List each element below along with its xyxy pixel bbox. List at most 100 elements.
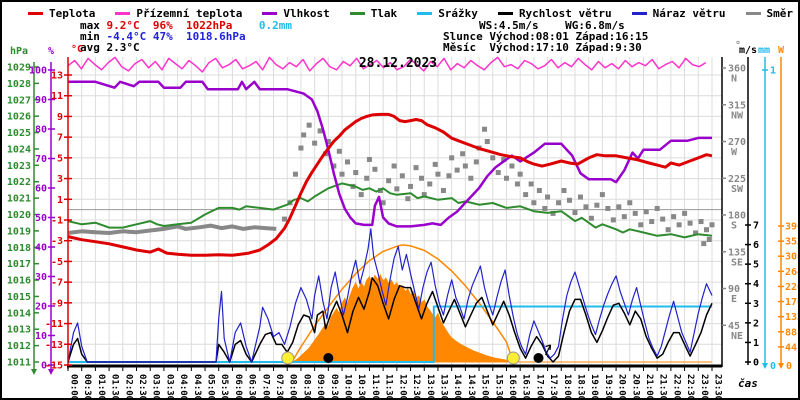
sun-moon-markers [281, 344, 552, 365]
svg-text:03:30: 03:30 [164, 374, 174, 398]
svg-text:02:30: 02:30 [137, 374, 147, 398]
time-tick-label: 00:00 [69, 374, 79, 398]
legend-item-6: Náraz větru [631, 7, 726, 20]
time-tick-label: 01:30 [110, 374, 120, 398]
stats-min-label: min [80, 30, 100, 43]
time-tick-label: 07:30 [274, 374, 284, 398]
time-tick-label: 11:00 [370, 374, 380, 398]
svg-text:0: 0 [41, 361, 47, 372]
svg-text:1029: 1029 [7, 63, 31, 74]
svg-text:352: 352 [785, 237, 798, 248]
axis-humidity: 0 10 20 30 40 50 60 70 80 90 100% [29, 46, 55, 375]
legend-item-4: Srážky [417, 7, 478, 20]
svg-text:14:00: 14:00 [452, 374, 462, 398]
date-title: 28.12.2023 [359, 56, 437, 71]
moonrise-arrow-icon [544, 344, 552, 356]
svg-text:-11: -11 [45, 319, 63, 330]
svg-text:08:30: 08:30 [301, 374, 311, 398]
svg-text:N: N [731, 74, 737, 85]
time-tick-label: 10:30 [356, 374, 366, 398]
sun-icon [281, 351, 295, 365]
moon-icon [323, 353, 334, 363]
legend-label: Tlak [370, 7, 398, 20]
svg-text:220: 220 [785, 282, 798, 293]
svg-text:05:00: 05:00 [206, 374, 216, 398]
time-axis-title: čas [738, 377, 758, 390]
svg-text:20:00: 20:00 [617, 374, 627, 398]
legend-dash-icon [417, 12, 433, 15]
stats-sun-set: Západ:16:15 [575, 30, 649, 43]
svg-text:18:30: 18:30 [576, 374, 586, 398]
time-tick-label: 19:00 [589, 374, 599, 398]
svg-text:°C: °C [71, 44, 83, 55]
time-tick-label: 08:30 [301, 374, 311, 398]
svg-text:3: 3 [753, 299, 759, 310]
svg-text:-9: -9 [51, 298, 63, 309]
stats-min-humidity: 47% [152, 30, 173, 43]
svg-text:17:00: 17:00 [534, 374, 544, 398]
svg-text:1: 1 [753, 338, 759, 349]
svg-text:1018: 1018 [7, 243, 31, 254]
legend-label: Přízemní teplota [136, 7, 243, 20]
svg-text:15:30: 15:30 [493, 374, 503, 398]
svg-text:1013: 1013 [7, 325, 31, 336]
svg-text:50: 50 [35, 213, 47, 224]
svg-text:10: 10 [35, 331, 47, 342]
svg-text:44: 44 [785, 342, 797, 353]
stats-wind-row: WS:4.5m/s WG:6.8m/s [479, 19, 625, 32]
svg-text:08:00: 08:00 [288, 374, 298, 398]
time-tick-label: 03:30 [164, 374, 174, 398]
svg-text:-3: -3 [51, 236, 63, 247]
svg-text:mm: mm [758, 45, 770, 56]
svg-text:4: 4 [753, 279, 759, 290]
svg-text:15:00: 15:00 [480, 374, 490, 398]
svg-text:S: S [731, 221, 737, 232]
svg-text:°: ° [735, 40, 741, 51]
svg-text:5: 5 [57, 153, 63, 164]
stats-min-row: min -4.4°C 47% 1018.6hPa [80, 30, 246, 43]
svg-text:1023: 1023 [7, 161, 31, 172]
time-tick-label: 17:30 [548, 374, 558, 398]
series-smer_band [67, 223, 277, 235]
svg-text:02:00: 02:00 [123, 374, 133, 398]
svg-text:1025: 1025 [7, 128, 31, 139]
time-tick-label: 15:00 [480, 374, 490, 398]
svg-text:1012: 1012 [7, 341, 31, 352]
axis-rain: 1 0 mm [758, 45, 776, 372]
time-tick-label: 12:00 [397, 374, 407, 398]
time-tick-label: 05:30 [219, 374, 229, 398]
stats-avg-label: avg [80, 41, 100, 54]
time-tick-label: 18:30 [576, 374, 586, 398]
legend: Teplota Přízemní teplota Vlhkost Tlak Srážky… [28, 7, 798, 20]
svg-text:40: 40 [35, 243, 47, 254]
svg-text:04:00: 04:00 [178, 374, 188, 398]
time-tick-label: 04:30 [192, 374, 202, 398]
stats-moon-set: Západ:9:30 [575, 41, 642, 54]
legend-item-7: Směr větru [745, 7, 798, 20]
stats-sun-rise: Východ:08:01 [489, 30, 569, 43]
svg-text:5: 5 [753, 260, 759, 271]
svg-text:14:30: 14:30 [466, 374, 476, 398]
svg-text:1011: 1011 [7, 358, 31, 369]
legend-dash-icon [28, 12, 43, 15]
svg-text:9: 9 [57, 112, 63, 123]
svg-text:30: 30 [35, 272, 47, 283]
legend-item-3: Tlak [349, 7, 398, 20]
series-prizemni_teplota [67, 56, 707, 73]
stats-max-pressure: 1022hPa [186, 19, 233, 32]
svg-text:1014: 1014 [7, 308, 31, 319]
series-teplota [67, 112, 713, 257]
stats-sun-label: Slunce [443, 30, 483, 43]
svg-text:1017: 1017 [7, 259, 31, 270]
svg-text:10:00: 10:00 [343, 374, 353, 398]
plot-border [67, 57, 723, 368]
svg-text:225: 225 [728, 174, 746, 185]
time-tick-label: 20:30 [630, 374, 640, 398]
svg-text:1022: 1022 [7, 177, 31, 188]
legend-dash-icon [115, 12, 131, 15]
svg-text:13:30: 13:30 [439, 374, 449, 398]
time-tick-label: 02:30 [137, 374, 147, 398]
svg-text:06:30: 06:30 [247, 374, 257, 398]
time-tick-label: 14:30 [466, 374, 476, 398]
